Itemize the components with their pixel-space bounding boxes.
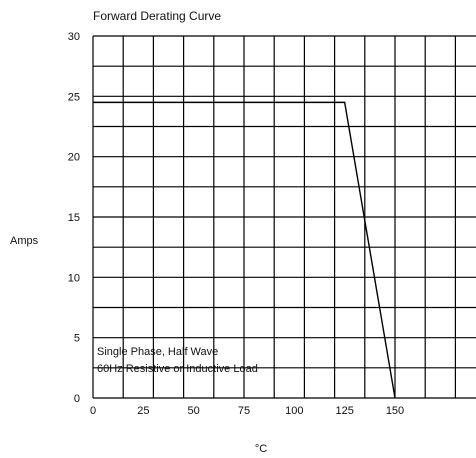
x-tick-label: 100 (285, 405, 303, 417)
y-tick-label: 20 (68, 152, 80, 164)
x-tick-label: 25 (137, 405, 149, 417)
chart-title: Forward Derating Curve (93, 9, 221, 23)
y-tick-label: 15 (68, 212, 80, 224)
x-tick-label: 125 (335, 405, 353, 417)
x-tick-label: 50 (188, 405, 200, 417)
y-tick-label: 10 (68, 272, 80, 284)
y-tick-label: 25 (68, 91, 80, 103)
y-tick-label: 0 (74, 393, 80, 405)
grid (92, 35, 476, 399)
annotation-line-1: Single Phase, Half Wave (97, 346, 218, 358)
derating-curve-line (93, 101, 396, 399)
y-tick-label: 30 (68, 31, 80, 43)
annotation-line-2: 60Hz Resistive or Inductive Load (97, 363, 258, 375)
x-tick-label: 75 (238, 405, 250, 417)
x-tick-label: 0 (90, 405, 96, 417)
x-axis-label: °C (255, 443, 267, 455)
x-tick-label: 150 (386, 405, 404, 417)
axis-ticks: 0 5 10 15 20 25 30 0 25 50 75 100 125 150 (68, 31, 404, 417)
y-tick-label: 5 (74, 333, 80, 345)
y-axis-label: Amps (10, 235, 39, 247)
